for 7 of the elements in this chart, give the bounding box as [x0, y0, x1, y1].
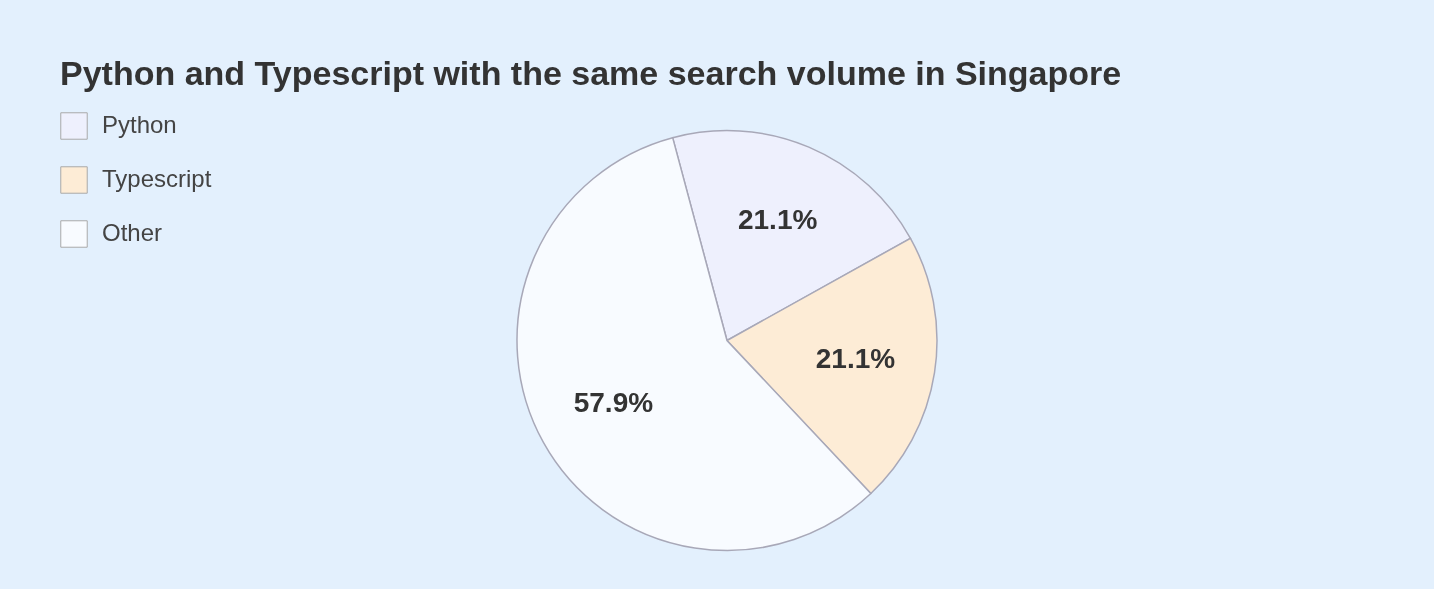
- data-label: 21.1%: [737, 203, 818, 235]
- legend-label: Python: [102, 111, 177, 138]
- data-label: 21.1%: [815, 343, 896, 375]
- chart-title: Python and Typescript with the same search volume in Singapore: [60, 54, 1122, 92]
- data-label: 57.9%: [573, 386, 654, 418]
- legend-label: Other: [102, 219, 163, 246]
- legend-label: Typescript: [102, 165, 212, 192]
